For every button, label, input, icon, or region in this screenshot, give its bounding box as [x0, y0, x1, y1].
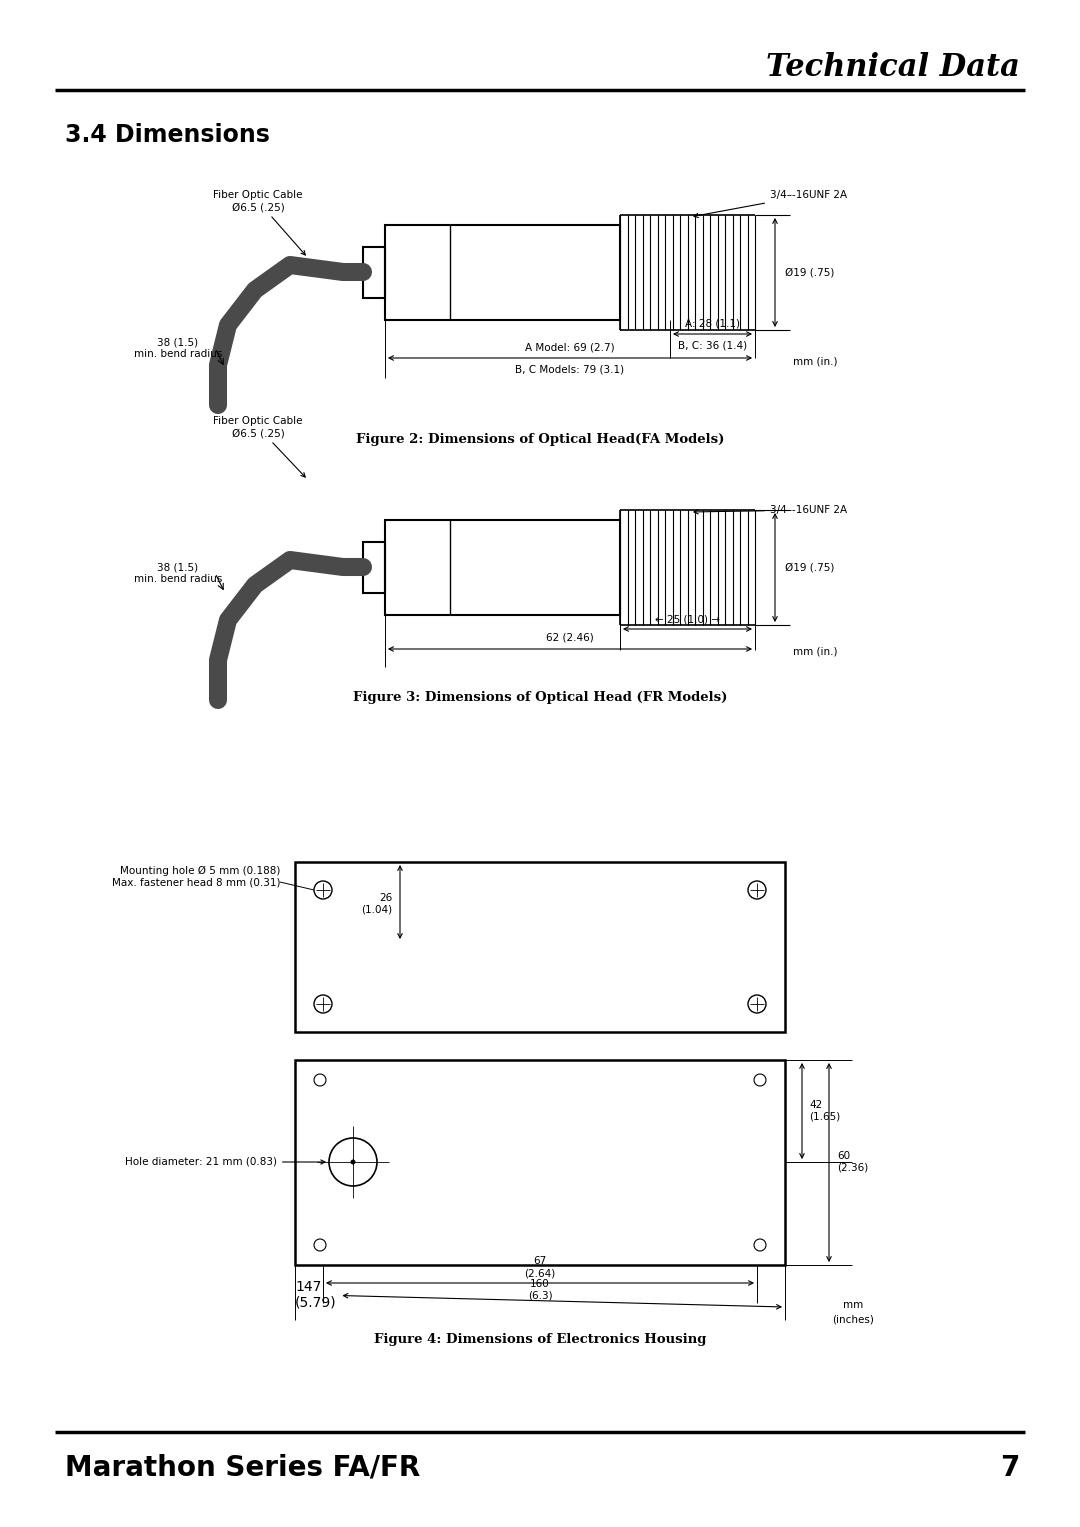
Text: mm (in.): mm (in.) [793, 357, 837, 366]
Text: Technical Data: Technical Data [766, 52, 1020, 84]
Text: 7: 7 [1001, 1454, 1020, 1483]
Text: 67
(2.64): 67 (2.64) [525, 1257, 555, 1278]
Text: 160
(6.3): 160 (6.3) [528, 1280, 552, 1301]
Text: 38 (1.5)
min. bend radius: 38 (1.5) min. bend radius [134, 337, 222, 359]
Text: 60
(2.36): 60 (2.36) [837, 1151, 868, 1173]
Text: 147
(5.79): 147 (5.79) [295, 1280, 781, 1310]
Bar [384, 521, 620, 615]
Text: Hole diameter: 21 mm (0.83): Hole diameter: 21 mm (0.83) [125, 1157, 325, 1167]
Text: (inches): (inches) [832, 1315, 874, 1324]
Text: Figure 2: Dimensions of Optical Head(FA Models): Figure 2: Dimensions of Optical Head(FA … [355, 434, 725, 446]
Text: 26
(1.04): 26 (1.04) [361, 893, 392, 915]
Text: 38 (1.5)
min. bend radius: 38 (1.5) min. bend radius [134, 562, 222, 583]
Text: Figure 3: Dimensions of Optical Head (FR Models): Figure 3: Dimensions of Optical Head (FR… [353, 690, 727, 704]
Text: A: 28 (1.1): A: 28 (1.1) [685, 318, 740, 328]
Text: 42
(1.65): 42 (1.65) [809, 1099, 840, 1122]
Text: 3/4–-16UNF 2A: 3/4–-16UNF 2A [694, 189, 847, 217]
Bar [363, 542, 384, 592]
Text: Fiber Optic Cable
Ø6.5 (.25): Fiber Optic Cable Ø6.5 (.25) [213, 191, 306, 255]
Text: 3/4–-16UNF 2A: 3/4–-16UNF 2A [694, 505, 847, 515]
Circle shape [351, 1159, 355, 1165]
Text: B, C: 36 (1.4): B, C: 36 (1.4) [678, 341, 747, 350]
Text: A Model: 69 (2.7): A Model: 69 (2.7) [525, 342, 615, 353]
Bar [363, 247, 384, 298]
Text: 3.4 Dimensions: 3.4 Dimensions [65, 124, 270, 147]
Bar [384, 224, 620, 321]
Text: mm (in.): mm (in.) [793, 646, 837, 657]
Bar [295, 863, 785, 1032]
Text: Ø19 (.75): Ø19 (.75) [785, 267, 835, 278]
Text: Fiber Optic Cable
Ø6.5 (.25): Fiber Optic Cable Ø6.5 (.25) [213, 417, 306, 476]
Text: B, C Models: 79 (3.1): B, C Models: 79 (3.1) [515, 363, 624, 374]
Text: mm: mm [842, 1299, 863, 1310]
Text: 62 (2.46): 62 (2.46) [546, 634, 594, 643]
Text: Marathon Series FA/FR: Marathon Series FA/FR [65, 1454, 420, 1483]
Text: Figure 4: Dimensions of Electronics Housing: Figure 4: Dimensions of Electronics Hous… [374, 1333, 706, 1347]
Text: Ø19 (.75): Ø19 (.75) [785, 562, 835, 573]
Bar [295, 1060, 785, 1264]
Text: Mounting hole Ø 5 mm (0.188)
Max. fastener head 8 mm (0.31): Mounting hole Ø 5 mm (0.188) Max. fasten… [111, 866, 280, 887]
Text: ← 25 (1.0) →: ← 25 (1.0) → [654, 615, 720, 625]
